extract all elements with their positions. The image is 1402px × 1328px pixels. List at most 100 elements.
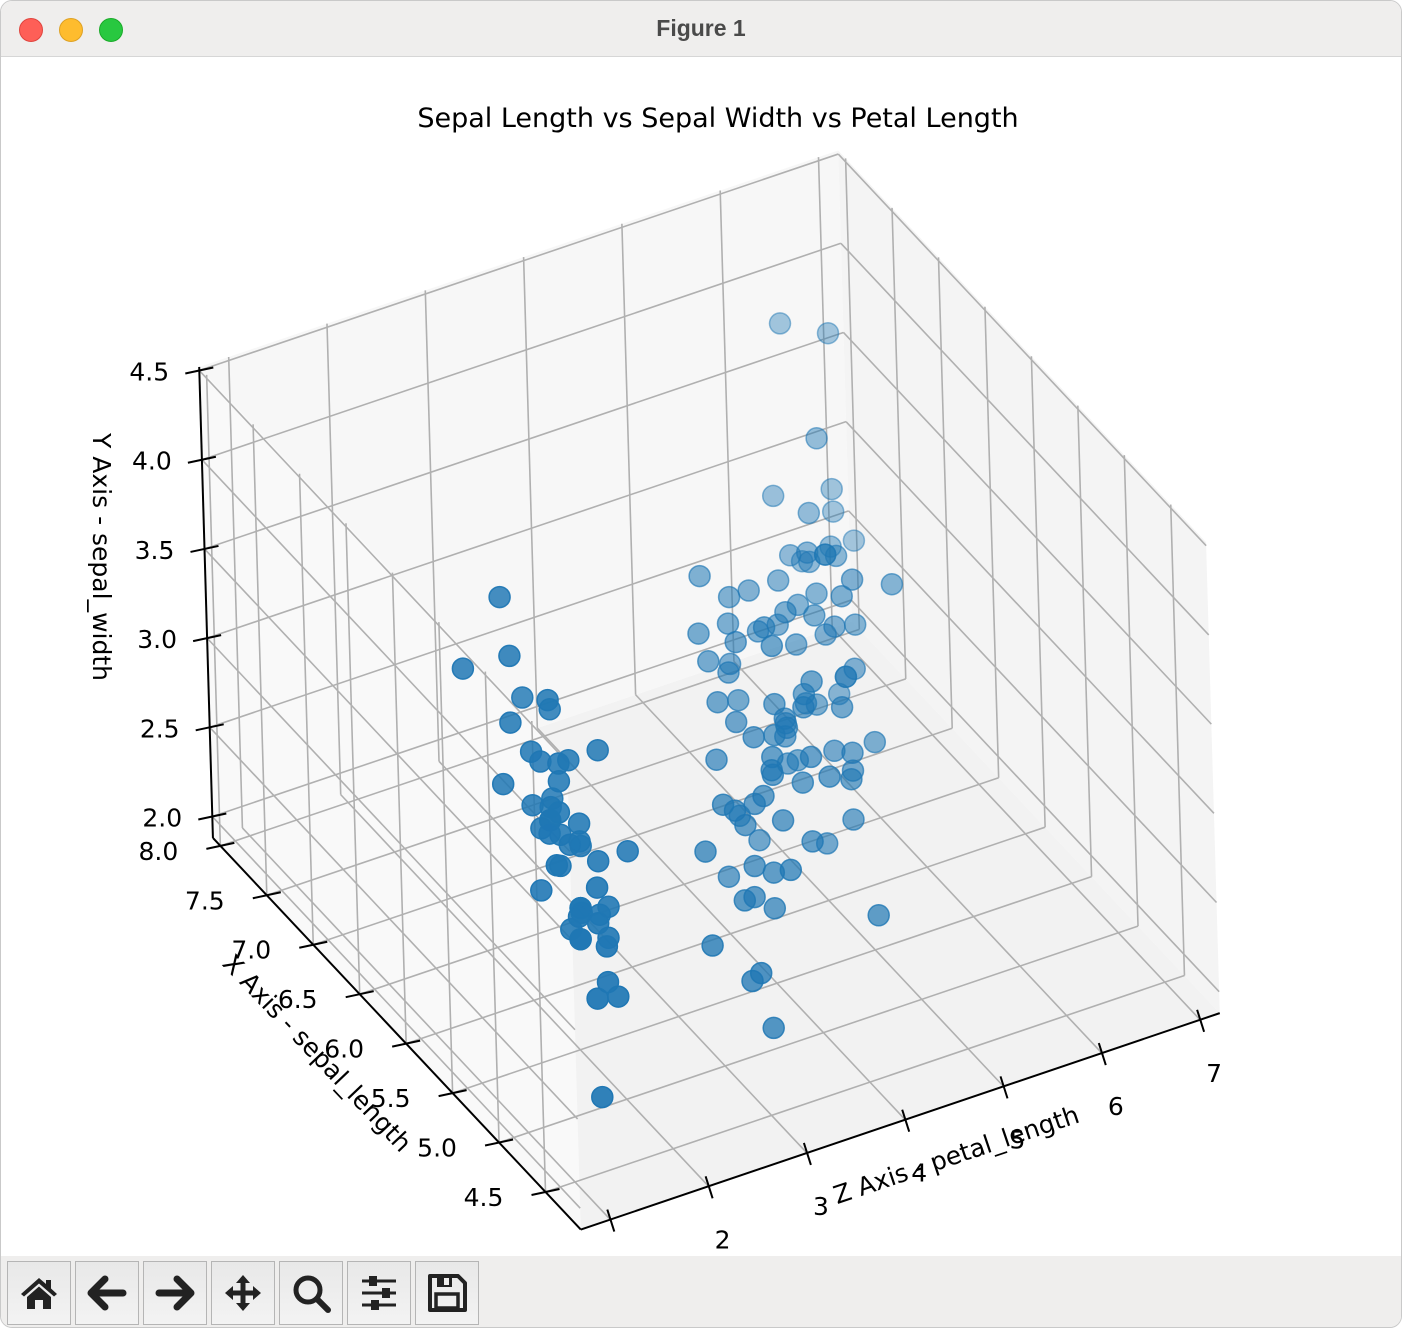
zoom-button[interactable]: [279, 1261, 343, 1325]
y-tick-label: 2.0: [142, 804, 182, 833]
data-point: [694, 840, 717, 863]
data-point: [801, 830, 824, 853]
data-point: [816, 321, 840, 345]
data-point: [766, 569, 790, 592]
data-point: [761, 484, 785, 508]
sliders-icon: [362, 1276, 396, 1310]
navigation-toolbar: [1, 1256, 1401, 1327]
data-point: [488, 585, 511, 609]
data-point: [711, 793, 735, 816]
save-button[interactable]: [415, 1261, 479, 1325]
data-point: [701, 934, 724, 957]
minimize-window-button[interactable]: [59, 18, 83, 42]
tick-labels: 4.55.05.56.06.57.07.58.02.02.53.03.54.04…: [129, 358, 1222, 1288]
x-tick-label: 6.0: [324, 1035, 364, 1064]
data-point: [867, 904, 890, 927]
title-bar: Figure 1: [1, 1, 1401, 57]
x-tick-label: 4.5: [464, 1183, 504, 1212]
data-point: [768, 312, 792, 335]
data-point: [842, 529, 866, 552]
data-point: [748, 828, 771, 852]
data-point: [760, 634, 784, 658]
data-point: [717, 865, 741, 888]
data-point: [499, 711, 522, 734]
data-point: [595, 935, 619, 958]
data-point: [784, 633, 808, 656]
data-point: [511, 686, 534, 709]
x-tick-label: 5.0: [417, 1134, 457, 1163]
x-tick-label: 7.0: [231, 936, 271, 965]
data-point: [820, 477, 843, 501]
data-point: [586, 987, 609, 1010]
arrow-right-icon: [155, 1275, 195, 1311]
axis-lines: [185, 366, 1221, 1232]
x-tick-label: 8.0: [138, 837, 178, 866]
data-point: [760, 758, 783, 782]
data-point: [752, 784, 775, 808]
x-tick-label: 5.5: [371, 1084, 411, 1113]
data-point: [771, 809, 795, 832]
z-tick-label: 5: [1010, 1125, 1026, 1154]
data-point: [779, 858, 803, 882]
data-point: [803, 604, 826, 627]
floppy-disk-icon: [428, 1274, 467, 1312]
data-point: [792, 696, 815, 719]
back-button[interactable]: [75, 1261, 139, 1325]
data-point: [797, 501, 821, 525]
data-point: [688, 564, 711, 588]
data-point: [734, 813, 757, 837]
data-point: [743, 885, 766, 909]
data-point: [717, 585, 741, 609]
forward-button[interactable]: [143, 1261, 207, 1325]
y-axis-label: Y Axis - sepal_width: [87, 432, 116, 681]
data-point: [530, 879, 553, 902]
data-point: [585, 876, 609, 899]
data-point: [763, 897, 787, 920]
data-point: [774, 600, 797, 624]
data-point: [840, 568, 864, 591]
data-point: [717, 661, 740, 684]
data-point: [607, 985, 630, 1008]
magnifier-icon: [293, 1275, 331, 1313]
scatter-points: [451, 312, 904, 1109]
data-point: [843, 613, 867, 636]
close-window-button[interactable]: [19, 18, 43, 42]
data-point: [805, 427, 828, 450]
data-point: [567, 812, 591, 835]
z-tick-label: 2: [715, 1225, 731, 1254]
data-point: [567, 905, 591, 928]
data-point: [706, 690, 729, 714]
maximize-window-button[interactable]: [99, 18, 123, 42]
chart-title: Sepal Length vs Sepal Width vs Petal Len…: [417, 103, 1018, 134]
data-point: [742, 725, 765, 749]
z-tick-label: 4: [911, 1159, 927, 1188]
data-point: [586, 849, 610, 873]
data-point: [724, 630, 747, 654]
pan-button[interactable]: [211, 1261, 275, 1325]
data-point: [841, 741, 864, 765]
data-point: [843, 657, 866, 681]
data-point: [880, 572, 904, 596]
plot-canvas[interactable]: Sepal Length vs Sepal Width vs Petal Len…: [1, 58, 1401, 1288]
configure-button[interactable]: [347, 1261, 411, 1325]
data-point: [762, 1016, 785, 1040]
data-point: [763, 723, 786, 747]
data-point: [687, 622, 710, 645]
data-point: [491, 772, 515, 796]
data-point: [818, 765, 841, 788]
data-point: [724, 710, 748, 734]
z-tick-label: 3: [813, 1192, 829, 1221]
move-icon: [225, 1275, 261, 1311]
data-point: [451, 657, 475, 680]
home-button[interactable]: [7, 1261, 71, 1325]
z-tick-label: 7: [1206, 1059, 1222, 1088]
data-point: [830, 584, 853, 608]
data-point: [830, 695, 854, 719]
data-point: [547, 801, 571, 824]
home-icon: [21, 1278, 57, 1309]
data-point: [799, 745, 823, 769]
data-point: [863, 730, 887, 754]
data-point: [743, 854, 766, 878]
